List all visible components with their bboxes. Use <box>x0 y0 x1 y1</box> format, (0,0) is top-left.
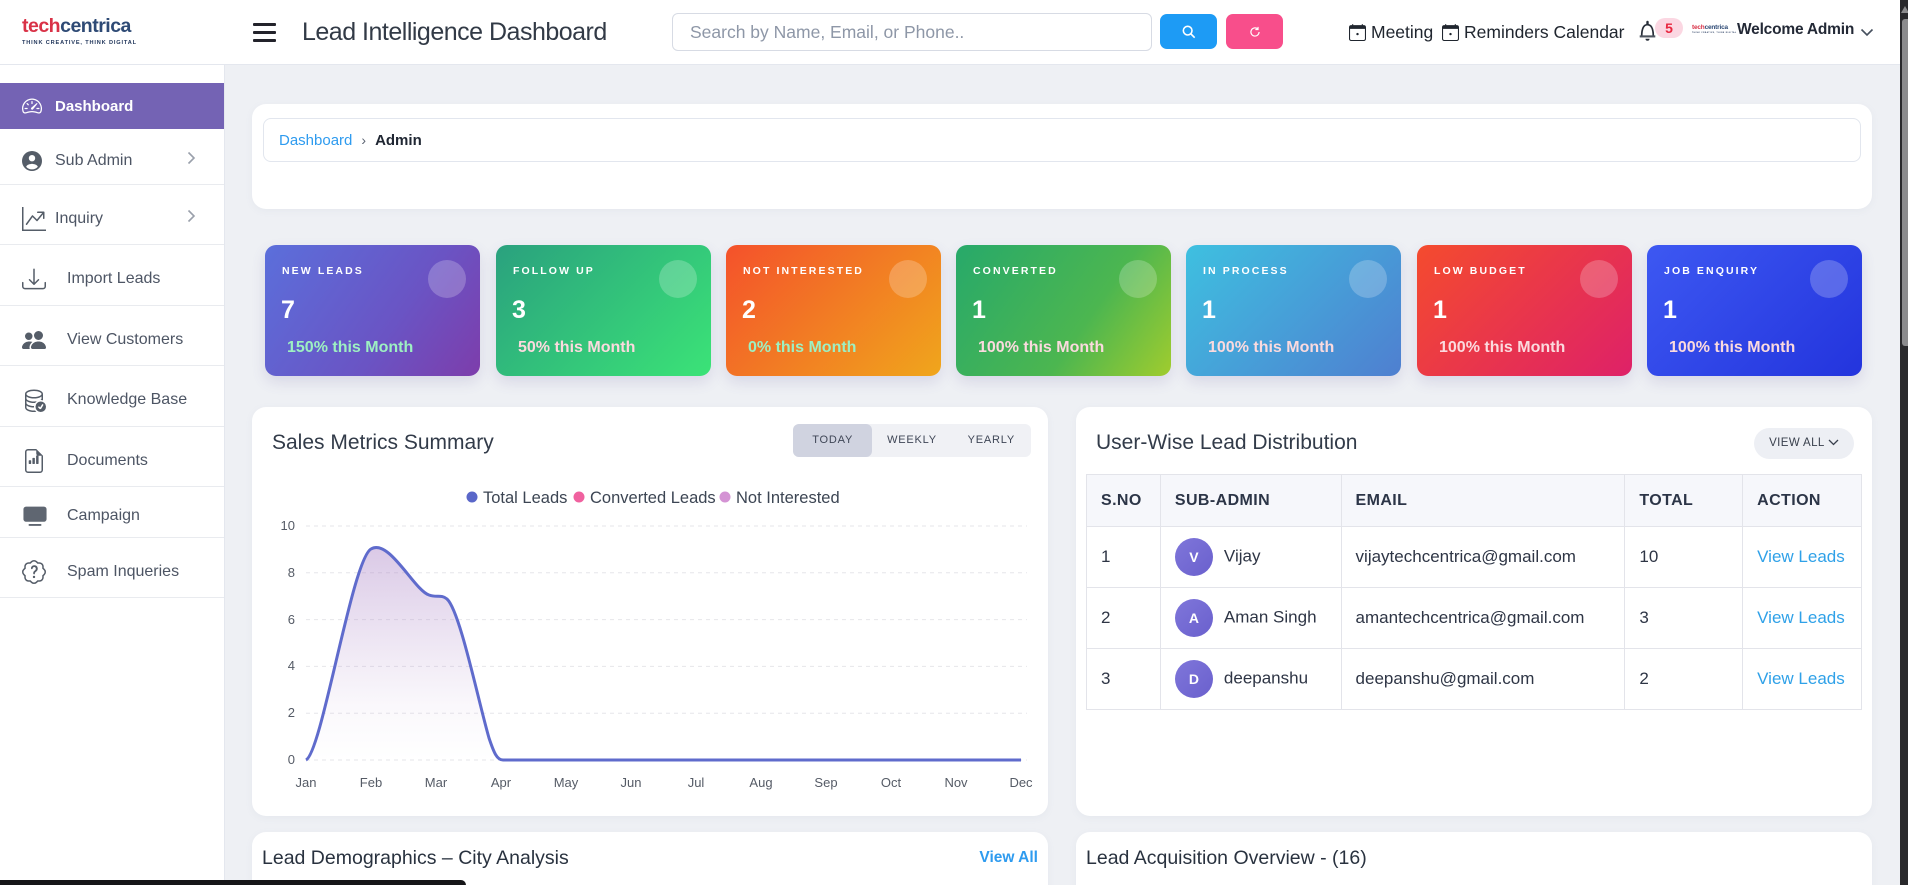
svg-text:Converted Leads: Converted Leads <box>590 489 716 507</box>
svg-text:Aug: Aug <box>749 775 772 790</box>
svg-text:Mar: Mar <box>425 775 448 790</box>
svg-text:Jul: Jul <box>688 775 705 790</box>
svg-text:Feb: Feb <box>360 775 382 790</box>
svg-text:Jan: Jan <box>296 775 317 790</box>
svg-text:Dec: Dec <box>1009 775 1033 790</box>
svg-text:4: 4 <box>288 658 295 673</box>
svg-text:Oct: Oct <box>881 775 902 790</box>
svg-text:6: 6 <box>288 612 295 627</box>
svg-text:2: 2 <box>288 705 295 720</box>
svg-text:10: 10 <box>281 518 295 533</box>
svg-text:May: May <box>554 775 579 790</box>
svg-text:Nov: Nov <box>944 775 968 790</box>
svg-text:Jun: Jun <box>621 775 642 790</box>
svg-text:8: 8 <box>288 565 295 580</box>
svg-text:Apr: Apr <box>491 775 512 790</box>
svg-text:0: 0 <box>288 752 295 767</box>
svg-text:Total Leads: Total Leads <box>483 489 567 507</box>
svg-text:Sep: Sep <box>814 775 837 790</box>
svg-text:Not Interested: Not Interested <box>736 489 840 507</box>
